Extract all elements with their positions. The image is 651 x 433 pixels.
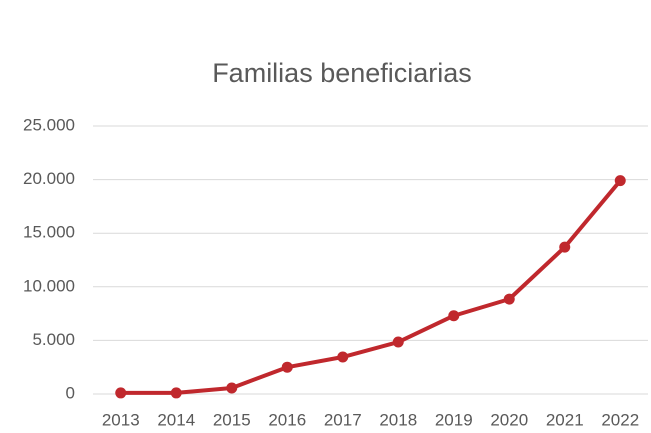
x-tick-label: 2016 <box>268 410 306 429</box>
marker <box>226 382 238 394</box>
y-tick-label: 0 <box>66 383 75 402</box>
y-tick-label: 25.000 <box>23 115 75 134</box>
x-tick-label: 2019 <box>435 410 473 429</box>
marker <box>559 241 571 253</box>
x-tick-label: 2013 <box>102 410 140 429</box>
x-tick-label: 2018 <box>379 410 417 429</box>
marker <box>281 361 293 373</box>
y-tick-label: 5.000 <box>32 330 75 349</box>
x-tick-label: 2020 <box>490 410 528 429</box>
x-tick-label: 2022 <box>601 410 639 429</box>
marker <box>614 175 626 187</box>
y-tick-label: 20.000 <box>23 169 75 188</box>
x-tick-label: 2015 <box>213 410 251 429</box>
marker <box>337 351 349 363</box>
y-tick-label: 15.000 <box>23 223 75 242</box>
marker <box>503 293 515 305</box>
marker <box>448 310 460 322</box>
marker <box>115 387 127 399</box>
x-tick-label: 2021 <box>546 410 584 429</box>
y-tick-label: 10.000 <box>23 276 75 295</box>
marker <box>170 387 182 399</box>
chart-title: Familias beneficiarias <box>212 58 472 88</box>
marker <box>392 336 404 348</box>
x-tick-label: 2014 <box>157 410 195 429</box>
line <box>120 179 622 395</box>
x-tick-label: 2017 <box>324 410 362 429</box>
